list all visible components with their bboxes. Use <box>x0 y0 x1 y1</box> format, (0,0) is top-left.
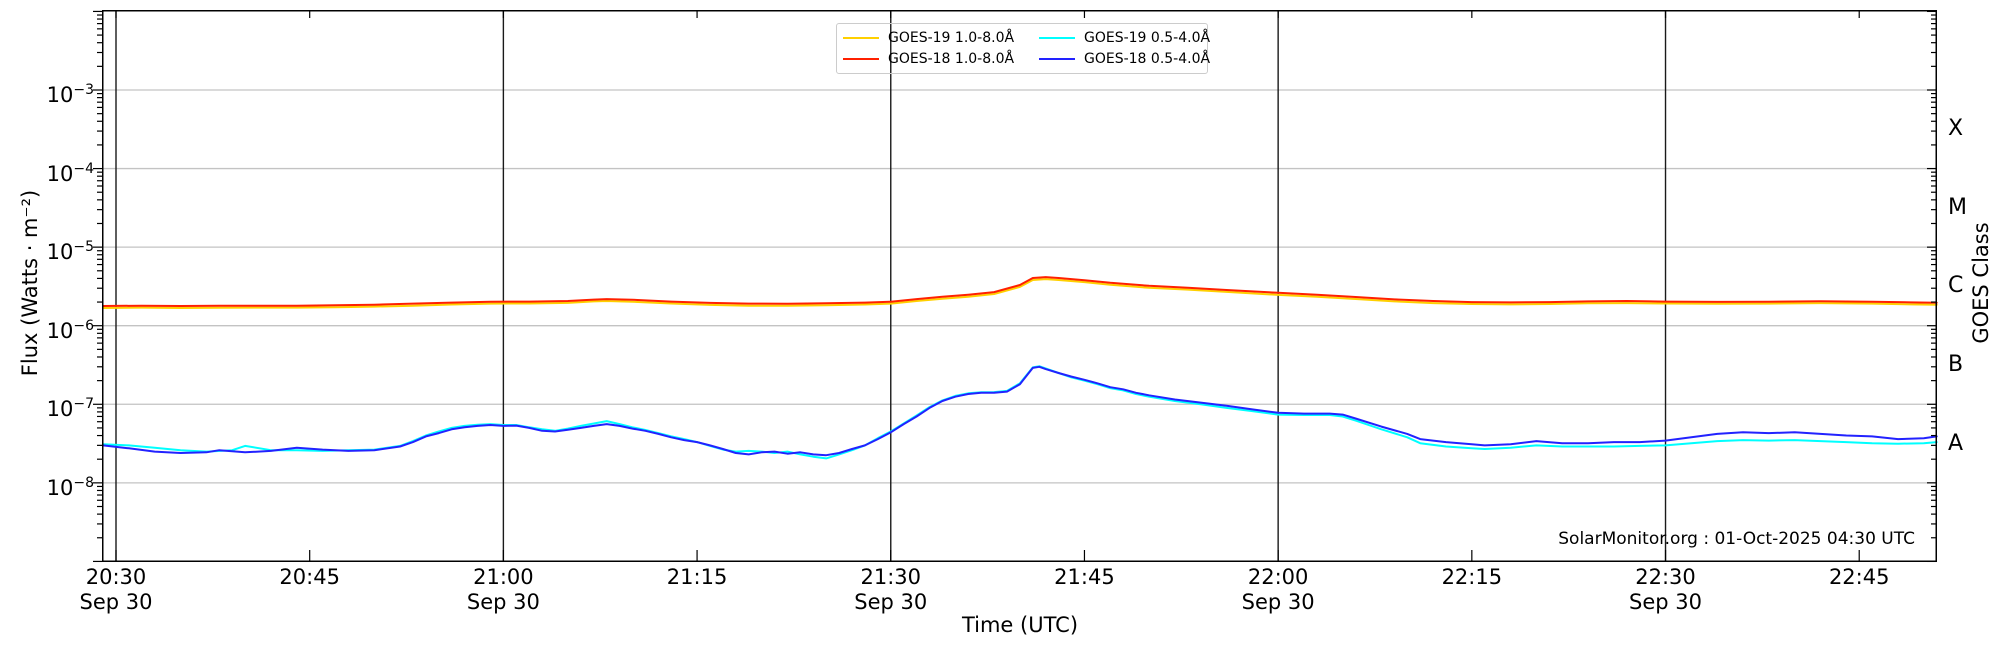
x-tick-label: 22:45 <box>1828 565 1890 589</box>
y-tick-label: 10−5 <box>46 239 94 265</box>
goes-class-letter: M <box>1948 194 1967 220</box>
y-tick-label: 10−6 <box>46 317 94 343</box>
legend-item: GOES-18 1.0-8.0Å <box>843 49 1039 69</box>
y-tick-label: 10−7 <box>46 396 94 422</box>
legend-label: GOES-18 0.5-4.0Å <box>1084 51 1211 67</box>
x-tick-label: 21:45 <box>1054 565 1115 589</box>
x-tick-label: 22:00 <box>1247 565 1309 589</box>
x-tick-label: 22:30 <box>1635 565 1696 589</box>
x-tick-date-label: Sep 30 <box>1629 590 1702 614</box>
legend-item: GOES-18 0.5-4.0Å <box>1039 49 1215 69</box>
legend: GOES-19 1.0-8.0Å GOES-19 0.5-4.0Å GOES-18 … <box>836 23 1210 74</box>
x-tick-label: 20:45 <box>279 565 340 589</box>
legend-label: GOES-19 0.5-4.0Å <box>1084 30 1211 46</box>
y-axis-title: Flux (Watts · m⁻²) <box>18 189 42 377</box>
y-tick-label: 10−4 <box>46 160 94 186</box>
series-goes-18-0-5-4-0- <box>102 365 1938 457</box>
goes-class-letter: B <box>1948 351 1964 377</box>
plot-border <box>102 10 1937 562</box>
x-tick-label: 21:15 <box>666 565 728 589</box>
legend-swatch-line-icon <box>843 58 879 60</box>
x-tick-label: 22:15 <box>1441 565 1503 589</box>
goes-class-letter: C <box>1948 273 1964 299</box>
series-goes-19-1-0-8-0- <box>102 278 1938 309</box>
x-axis-title: Time (UTC) <box>961 613 1079 637</box>
legend-swatch-line-icon <box>1039 58 1075 60</box>
legend-swatch-line-icon <box>843 37 879 39</box>
legend-label: GOES-18 1.0-8.0Å <box>888 51 1015 67</box>
legend-swatch-line-icon <box>1039 37 1075 39</box>
x-tick-date-label: Sep 30 <box>854 590 928 614</box>
x-tick-label: 21:30 <box>860 565 922 589</box>
x-tick-label: 20:30 <box>85 565 147 589</box>
legend-item: GOES-19 1.0-8.0Å <box>843 28 1039 48</box>
y2-axis-title: GOES Class <box>1969 222 1993 344</box>
x-tick-date-label: Sep 30 <box>79 590 153 614</box>
legend-item: GOES-19 0.5-4.0Å <box>1039 28 1215 48</box>
y-tick-label: 10−3 <box>46 82 94 107</box>
legend-label: GOES-19 1.0-8.0Å <box>888 30 1015 46</box>
goes-class-letter: X <box>1948 116 1964 142</box>
x-tick-date-label: Sep 30 <box>1241 590 1315 614</box>
y-tick-label: 10−8 <box>46 474 94 500</box>
plot-area <box>93 10 1938 563</box>
series-goes-19-0-5-4-0- <box>102 365 1938 460</box>
goes-class-letter: A <box>1948 430 1964 456</box>
x-tick-date-label: Sep 30 <box>466 590 540 614</box>
x-tick-label: 21:00 <box>473 565 534 589</box>
watermark-credit: SolarMonitor.org : 01-Oct-2025 04:30 UTC <box>1558 529 1915 549</box>
series-goes-18-1-0-8-0- <box>102 276 1938 307</box>
